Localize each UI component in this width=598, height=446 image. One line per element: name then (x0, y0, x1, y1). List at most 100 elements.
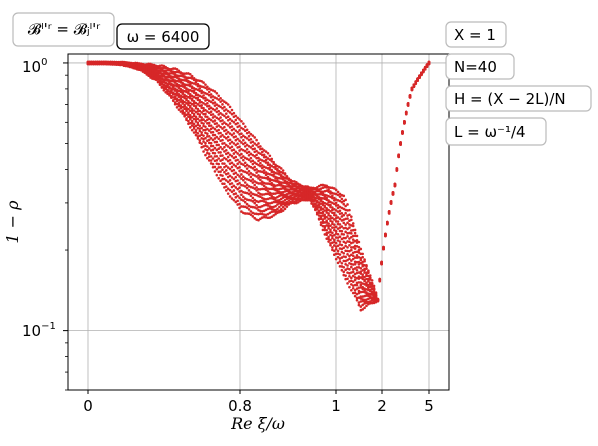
data-point (200, 89, 203, 93)
data-point (179, 104, 183, 107)
data-point (253, 161, 257, 164)
data-point (353, 234, 357, 238)
data-point (264, 192, 268, 196)
annotation-h: H = (X − 2L)/N (445, 85, 592, 112)
data-point (278, 198, 281, 202)
data-point (179, 106, 183, 109)
data-point (340, 229, 344, 233)
annotation-basis: 𝓑ˡ'ʳ = 𝓑ⱼˡ'ʳ (12, 12, 115, 47)
data-point (236, 179, 239, 182)
data-point (332, 187, 336, 190)
data-point (224, 101, 228, 105)
data-point (219, 135, 222, 138)
data-point (245, 163, 249, 167)
data-point (327, 226, 330, 230)
data-point (209, 118, 213, 122)
data-point (336, 227, 340, 230)
data-point (247, 134, 251, 138)
data-point (228, 158, 232, 162)
data-point (361, 273, 364, 276)
data-point (209, 141, 213, 145)
data-point (296, 196, 300, 199)
data-point (278, 205, 281, 209)
data-point (211, 165, 215, 169)
data-point (336, 220, 340, 223)
data-point (175, 68, 179, 71)
data-point (264, 158, 268, 162)
data-point (253, 201, 257, 205)
data-point (209, 159, 213, 162)
basis-formula: 𝓑ˡ'ʳ = 𝓑ⱼˡ'ʳ (28, 20, 100, 38)
data-point (177, 108, 181, 111)
data-point (236, 199, 239, 203)
data-point (236, 122, 239, 125)
data-point (262, 149, 266, 152)
annotation-x-text: X = 1 (454, 26, 496, 44)
data-point (207, 135, 211, 138)
data-point (255, 149, 258, 153)
data-point (187, 119, 190, 123)
data-point (295, 185, 298, 188)
data-point (224, 143, 228, 147)
data-point (187, 90, 190, 94)
data-point (266, 161, 270, 164)
data-point (268, 179, 272, 183)
data-point (177, 85, 181, 89)
data-point (213, 90, 217, 93)
data-point (179, 87, 183, 91)
data-point (274, 204, 277, 208)
data-point (314, 207, 317, 211)
data-point (251, 134, 255, 137)
data-point (243, 135, 247, 139)
data-point (224, 148, 228, 152)
data-point (332, 238, 336, 242)
data-point (162, 69, 166, 72)
data-point (196, 88, 200, 92)
data-point (213, 165, 217, 169)
data-point (332, 211, 336, 215)
data-point (196, 137, 200, 140)
data-point (215, 125, 219, 129)
data-point (323, 215, 327, 219)
data-point (331, 236, 334, 240)
data-point (221, 119, 224, 122)
data-point (287, 199, 291, 202)
data-point (361, 252, 364, 256)
data-point (342, 270, 346, 274)
data-point (236, 137, 239, 141)
data-point (217, 137, 221, 141)
data-point (162, 83, 166, 87)
data-point (249, 213, 253, 216)
data-point (236, 142, 239, 145)
data-point (173, 95, 177, 98)
data-point (202, 140, 205, 143)
data-point (200, 142, 203, 145)
data-point (175, 106, 179, 109)
data-point (215, 103, 219, 106)
data-point (361, 269, 364, 272)
data-point (342, 199, 346, 203)
data-point (342, 236, 346, 240)
data-point (187, 107, 190, 111)
data-point (247, 158, 251, 162)
data-point (365, 304, 368, 308)
data-point (327, 237, 330, 241)
data-point (183, 85, 186, 88)
data-point (221, 154, 224, 157)
data-point (315, 185, 319, 189)
data-point (194, 105, 198, 108)
data-point (198, 104, 202, 107)
data-point (272, 173, 275, 176)
data-point (351, 241, 355, 244)
data-point (226, 155, 230, 159)
data-point (251, 215, 255, 218)
data-point (334, 201, 338, 205)
data-point (190, 109, 194, 113)
data-point (209, 144, 213, 148)
data-point (353, 228, 357, 232)
data-point (207, 117, 211, 121)
data-point (279, 207, 283, 211)
data-point (346, 253, 349, 256)
plot-frame (67, 53, 450, 391)
